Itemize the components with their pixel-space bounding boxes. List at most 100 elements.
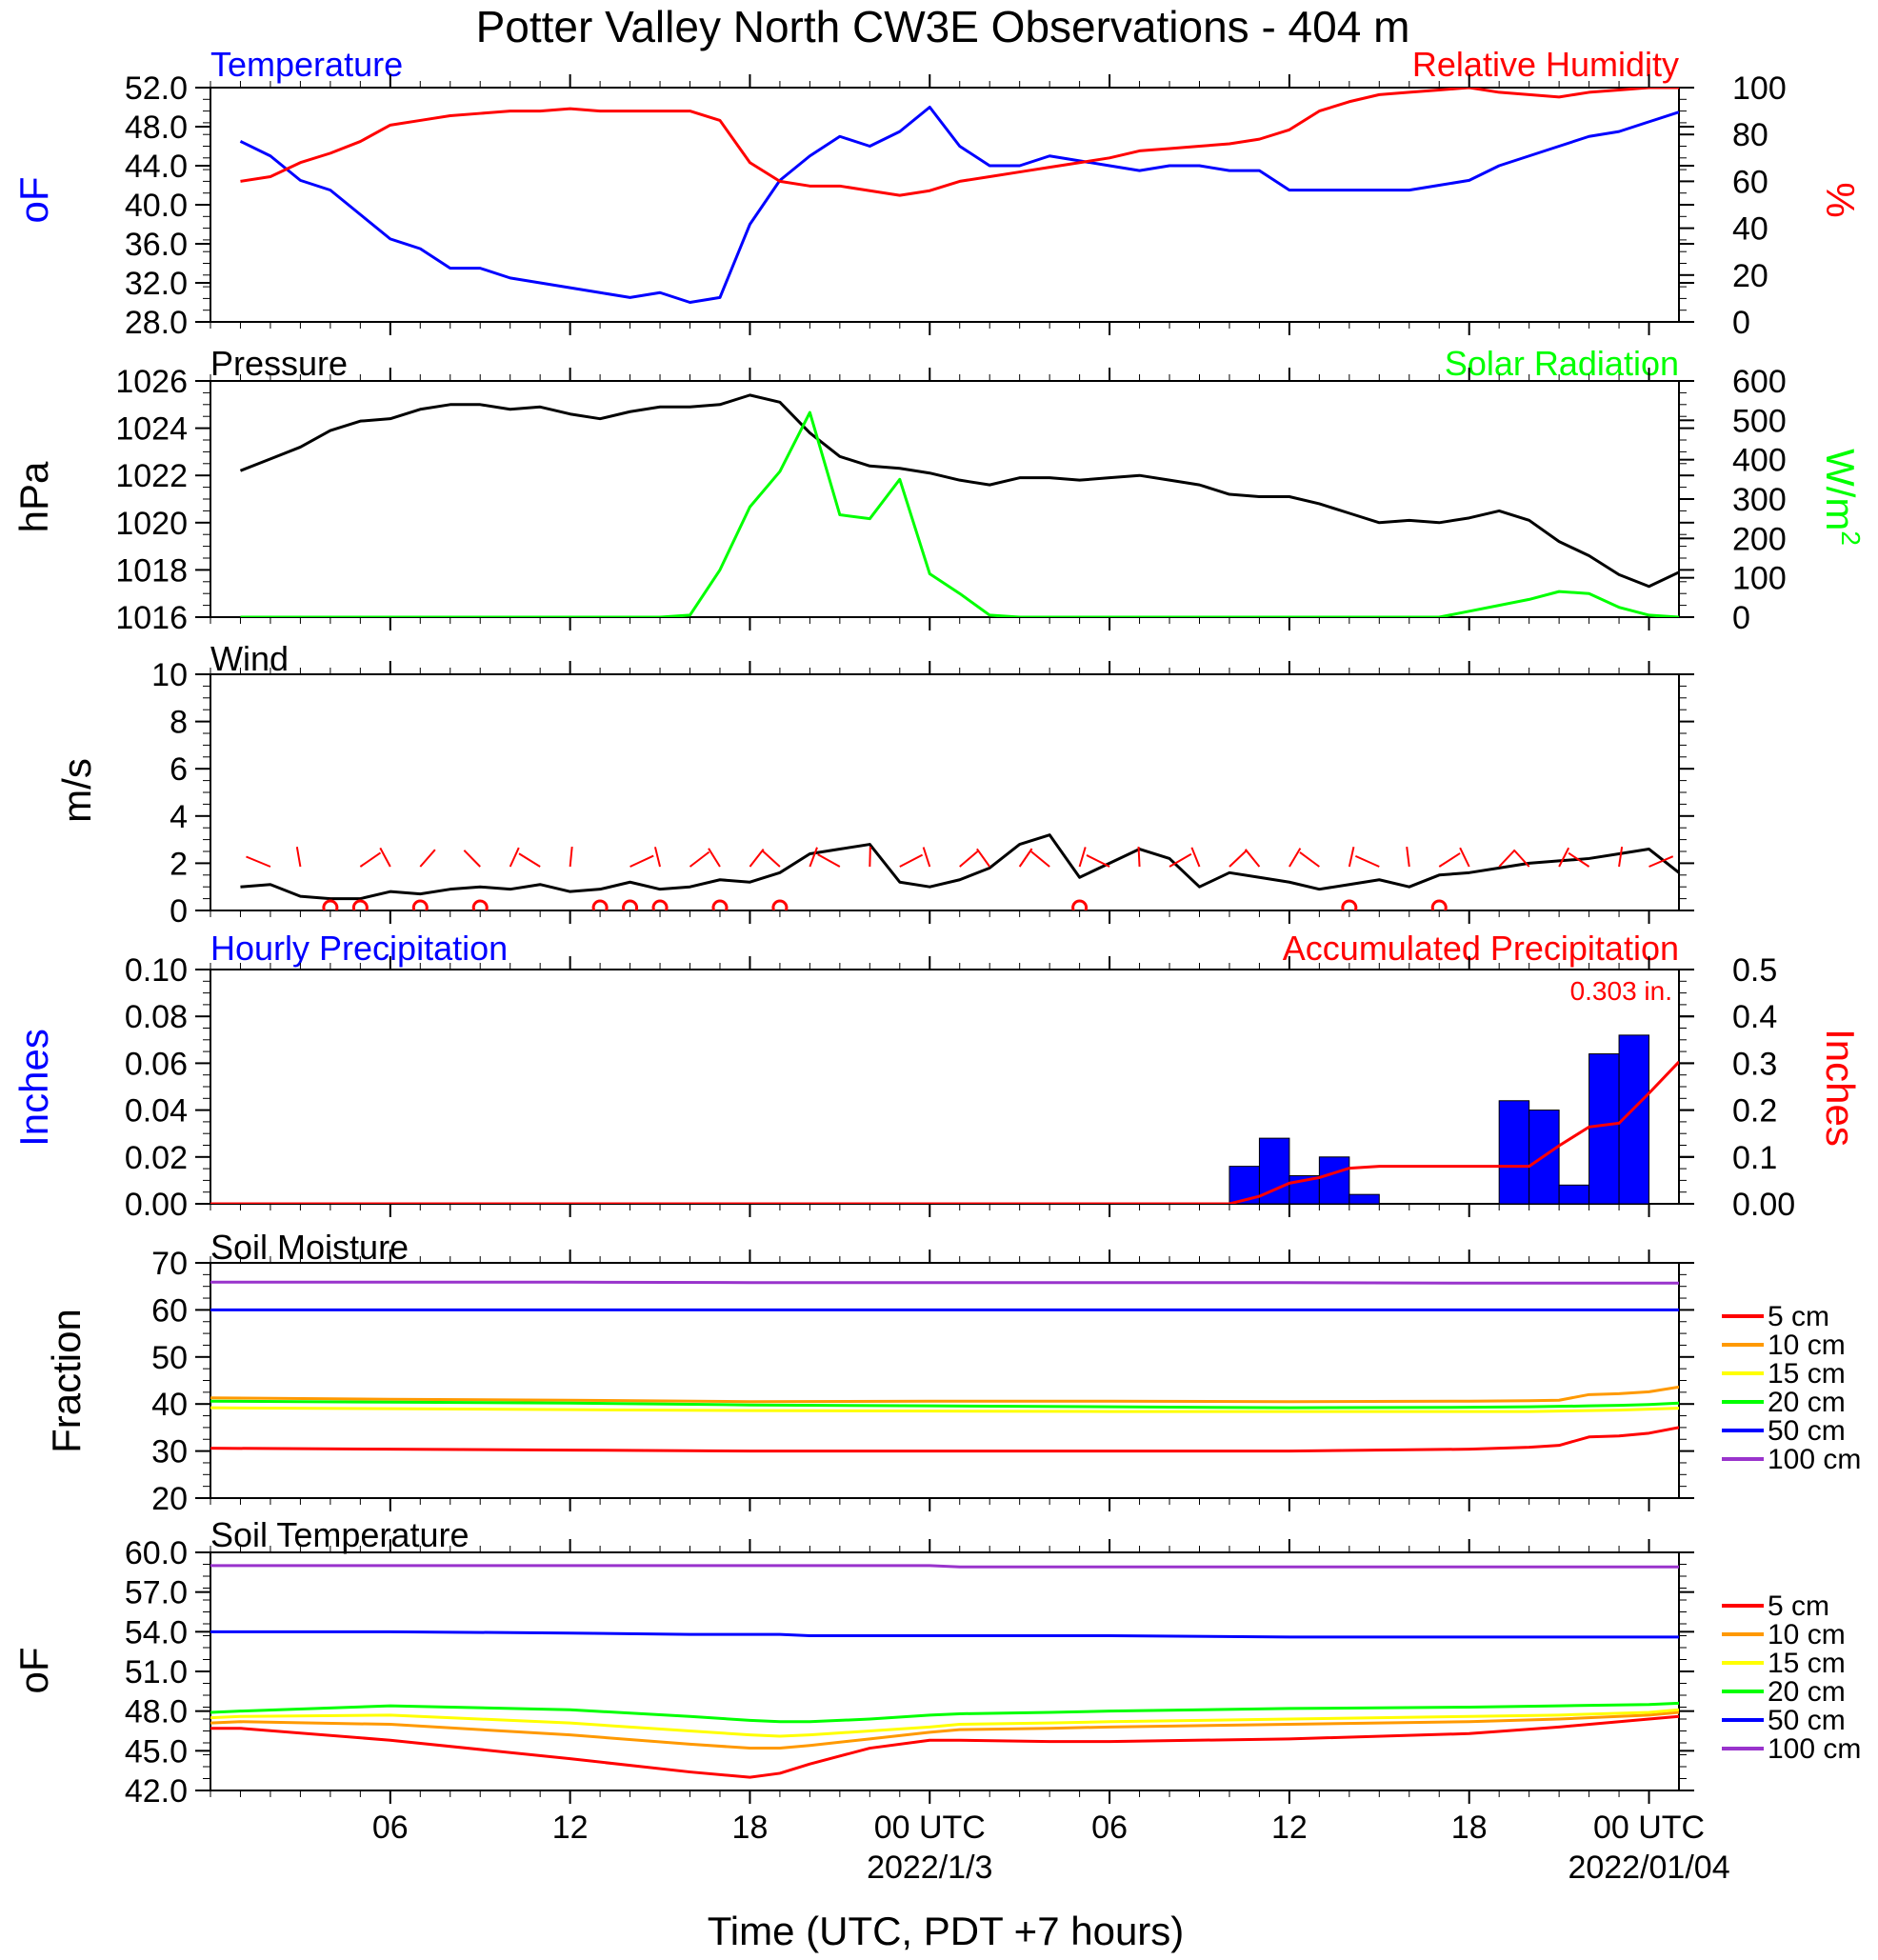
- legend-label: 100 cm: [1768, 1444, 1861, 1475]
- series-line: [239, 393, 1679, 589]
- y-tick-label: 10: [151, 657, 188, 693]
- legend-label: 15 cm: [1768, 1648, 1846, 1679]
- wind-barb: [1190, 847, 1201, 868]
- y2-tick-label: 0.2: [1732, 1093, 1777, 1130]
- wind-barb: [1137, 846, 1141, 868]
- wind-barb: [379, 847, 391, 868]
- y2-tick-label: 0: [1732, 305, 1750, 341]
- wind-barb: [809, 847, 818, 868]
- y-tick-label: 0.06: [125, 1046, 188, 1082]
- accum-precip-title: Accumulated Precipitation: [1283, 929, 1679, 968]
- panel-frame: [210, 969, 1680, 1205]
- series-line: [210, 1701, 1679, 1724]
- wind-barb: [1568, 851, 1590, 868]
- wind-barb: [1459, 847, 1470, 868]
- panel-content: [240, 833, 1679, 910]
- calm-wind-marker: [322, 899, 339, 910]
- series-line: [240, 833, 1679, 901]
- temperature-title: Temperature: [210, 45, 403, 84]
- wind-barb: [1289, 848, 1302, 868]
- y2-tick-label: 0: [1732, 600, 1750, 636]
- legend-label: 15 cm: [1768, 1358, 1846, 1390]
- wind-barb: [1406, 846, 1410, 868]
- wind-barb: [1229, 850, 1248, 868]
- y-tick-label: 57.0: [125, 1575, 188, 1611]
- y-tick-label: 1016: [115, 600, 188, 636]
- legend-label: 50 cm: [1768, 1705, 1846, 1736]
- y2-tick-label: 100: [1732, 561, 1787, 597]
- precip-bar: [1498, 1100, 1530, 1204]
- y2-tick-label: 40: [1732, 211, 1768, 248]
- wind-barb: [869, 846, 871, 868]
- pressure-title: Pressure: [210, 344, 348, 383]
- x-tick-label: 18: [732, 1810, 769, 1846]
- wind-barb: [1618, 846, 1624, 868]
- panel-content: [239, 88, 1679, 304]
- wind-barb: [629, 854, 654, 868]
- y2-tick-label: 100: [1732, 70, 1787, 107]
- y-tick-label: 0.04: [125, 1093, 188, 1130]
- legend-label: 100 cm: [1768, 1733, 1861, 1765]
- legend-label: 10 cm: [1768, 1619, 1846, 1650]
- calm-wind-marker: [591, 899, 609, 910]
- y-tick-label: 0: [170, 893, 188, 930]
- panel-frame: [210, 380, 1680, 618]
- y2-tick-label: 0.00: [1732, 1187, 1795, 1223]
- y-tick-label: 1020: [115, 506, 188, 542]
- panel-frame: [210, 1262, 1680, 1499]
- calm-wind-marker: [1430, 899, 1448, 910]
- panel-content: [239, 393, 1679, 617]
- soil-temperature-axis-label: oF: [11, 1647, 56, 1693]
- x-tick-label: 00 UTC: [1593, 1810, 1705, 1846]
- wind-barb: [1438, 852, 1461, 868]
- legend-label: 20 cm: [1768, 1676, 1846, 1708]
- wind-axis-label: m/s: [54, 758, 99, 823]
- y2-tick-label: 200: [1732, 521, 1787, 557]
- y-tick-label: 8: [170, 705, 188, 741]
- wind-panel: Wind m/s 0 2 4 6 8 10: [54, 639, 1694, 930]
- series-line: [210, 1630, 1679, 1639]
- accumulated-precip-line: [210, 1060, 1679, 1204]
- wind-title: Wind: [210, 639, 289, 678]
- humidity-title: Relative Humidity: [1412, 45, 1679, 84]
- y-tick-label: 0.00: [125, 1187, 188, 1223]
- wind-barb: [359, 851, 382, 868]
- soil-temperature-title: Soil Temperature: [210, 1515, 469, 1554]
- y2-tick-label: 60: [1732, 164, 1768, 200]
- wind-barb: [1169, 852, 1192, 868]
- y-tick-label: 54.0: [125, 1614, 188, 1650]
- humidity-axis-label: %: [1818, 182, 1863, 217]
- y2-tick-label: 80: [1732, 117, 1768, 153]
- wind-barb: [463, 850, 481, 868]
- y2-tick-label: 0.4: [1732, 999, 1777, 1035]
- y-tick-label: 4: [170, 799, 188, 835]
- x-tick-label: 12: [1271, 1810, 1308, 1846]
- y-tick-label: 20: [151, 1481, 188, 1517]
- calm-wind-marker: [1341, 899, 1358, 910]
- wind-barb: [817, 853, 841, 868]
- legend-label: 20 cm: [1768, 1387, 1846, 1418]
- wind-barb: [1354, 854, 1380, 868]
- y2-tick-label: 500: [1732, 403, 1787, 439]
- y-tick-label: 60.0: [125, 1535, 188, 1571]
- panel-content: [210, 1034, 1679, 1204]
- x-tick-date-label: 2022/1/3: [867, 1850, 992, 1886]
- wind-barb: [1018, 848, 1033, 868]
- wind-barb: [1512, 849, 1530, 868]
- pressure-solar-panel: Pressure Solar Radiation hPa W/m2 1016 10…: [11, 344, 1866, 636]
- y-tick-label: 40.0: [125, 188, 188, 224]
- series-line: [210, 1385, 1679, 1404]
- series-line: [240, 88, 1679, 197]
- precip-total-label: 0.303 in.: [1570, 976, 1672, 1006]
- y-tick-label: 28.0: [125, 305, 188, 341]
- series-line: [240, 410, 1679, 617]
- series-line: [210, 1406, 1679, 1413]
- calm-wind-marker: [411, 899, 429, 910]
- y-tick-label: 32.0: [125, 266, 188, 302]
- soil-temperature-panel: Soil Temperature oF 42.045.048.0 51.0 54.0…: [11, 1515, 1861, 1810]
- wind-barb: [899, 853, 924, 868]
- y2-tick-label: 20: [1732, 258, 1768, 294]
- y-tick-label: 48.0: [125, 1694, 188, 1730]
- x-tick-date-label: 2022/01/04: [1568, 1850, 1729, 1886]
